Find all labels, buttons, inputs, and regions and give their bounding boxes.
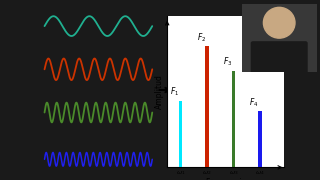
Ellipse shape — [263, 7, 295, 38]
X-axis label: Frecuencia: Frecuencia — [205, 178, 246, 180]
FancyBboxPatch shape — [252, 42, 307, 73]
Bar — [232, 71, 235, 167]
Y-axis label: Amplitud: Amplitud — [156, 74, 164, 109]
Text: $\mathit{F}_1$: $\mathit{F}_1$ — [170, 86, 179, 98]
Bar — [179, 101, 182, 167]
Text: $\mathit{F}_2$: $\mathit{F}_2$ — [196, 31, 206, 44]
Bar — [205, 46, 209, 167]
Text: $\mathit{F}_3$: $\mathit{F}_3$ — [223, 56, 232, 68]
Bar — [258, 111, 262, 167]
Text: $\mathit{F}_4$: $\mathit{F}_4$ — [250, 96, 259, 109]
